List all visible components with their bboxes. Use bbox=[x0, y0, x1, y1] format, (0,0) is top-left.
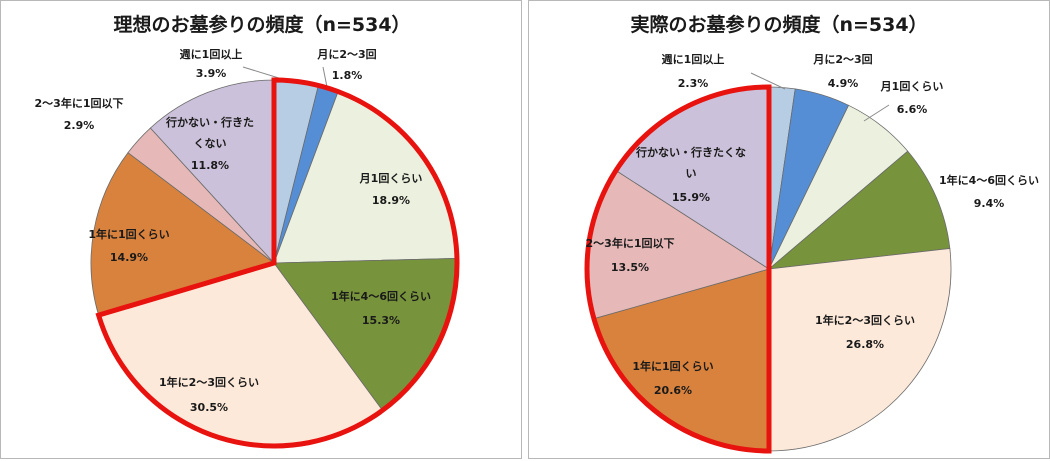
slice-value-label: 2.3% bbox=[678, 77, 709, 90]
leader-lines bbox=[242, 66, 328, 88]
pie-slice bbox=[149, 79, 275, 265]
slice-label: 週に1回以上 bbox=[180, 47, 243, 61]
slice-label: 月に2～3回 bbox=[316, 47, 376, 61]
leader-line bbox=[863, 104, 890, 122]
pie-chart-actual: 実際のお墓参りの頻度（n=534） 週に1回以上 2.3% 月に2～3回 4.9% 月1… bbox=[584, 13, 1039, 454]
slice-value-label: 14.9% bbox=[110, 251, 148, 264]
slice-value-label: 1.8% bbox=[332, 69, 363, 82]
slice-label: 行かない・行きたくない bbox=[165, 115, 254, 150]
slices bbox=[90, 79, 458, 447]
highlight-outline bbox=[95, 77, 460, 449]
pie-chart-ideal: 理想のお墓参りの頻度（n=534） 週に1回以上 3.9% 月に2～3回 1.8% 月1… bbox=[35, 13, 460, 449]
chart-title: 実際のお墓参りの頻度（n=534） bbox=[630, 13, 927, 36]
slice-value-label: 13.5% bbox=[611, 261, 649, 274]
slice-label: 1年に1回くらい bbox=[632, 359, 713, 373]
slice-label: 週に1回以上 bbox=[662, 52, 725, 66]
slice-label: 月1回くらい bbox=[880, 79, 944, 93]
slice-value-label: 2.9% bbox=[64, 119, 95, 132]
slice-label: 1年に4～6回くらい bbox=[939, 173, 1039, 187]
slice-label: 月1回くらい bbox=[359, 171, 423, 185]
pie-slice bbox=[767, 150, 951, 270]
slice-label: 1年に2～3回くらい bbox=[159, 375, 259, 389]
leader-line bbox=[322, 66, 328, 88]
slice-labels: 週に1回以上 3.9% 月に2～3回 1.8% 月1回くらい 18.9% 1年に4～6回くら… bbox=[35, 47, 431, 414]
chart-panel-actual: 実際のお墓参りの頻度（n=534） 週に1回以上 2.3% 月に2～3回 4.9% 月1… bbox=[528, 0, 1050, 459]
leader-lines bbox=[750, 72, 890, 122]
leader-line bbox=[750, 72, 786, 90]
pie-slice bbox=[768, 248, 952, 452]
slice-label: 行かない・行きたくない bbox=[635, 145, 746, 180]
slice-value-label: 9.4% bbox=[974, 197, 1005, 210]
chart-title: 理想のお墓参りの頻度（n=534） bbox=[113, 13, 410, 36]
slice-value-label: 18.9% bbox=[372, 194, 410, 207]
slice-labels: 週に1回以上 2.3% 月に2～3回 4.9% 月1回くらい 6.6% 1年に4～6回くらい… bbox=[586, 52, 1039, 397]
slice-value-label: 26.8% bbox=[846, 338, 884, 351]
slice-value-label: 3.9% bbox=[196, 67, 227, 80]
slices bbox=[586, 86, 952, 452]
chart-panel-ideal: 理想のお墓参りの頻度（n=534） 週に1回以上 3.9% 月に2～3回 1.8% 月1… bbox=[0, 0, 522, 459]
slice-value-label: 4.9% bbox=[828, 77, 859, 90]
slice-label: 1年に2～3回くらい bbox=[815, 313, 915, 327]
slice-value-label: 6.6% bbox=[897, 103, 928, 116]
leader-line bbox=[242, 66, 283, 80]
slice-value-label: 30.5% bbox=[190, 401, 228, 414]
slice-value-label: 11.8% bbox=[191, 159, 229, 172]
slice-value-label: 20.6% bbox=[654, 384, 692, 397]
slice-label: 2～3年に1回以下 bbox=[35, 96, 124, 110]
slice-label: 1年に1回くらい bbox=[88, 227, 169, 241]
slice-value-label: 15.3% bbox=[362, 314, 400, 327]
slice-label: 1年に4～6回くらい bbox=[331, 289, 431, 303]
highlight-outline bbox=[584, 84, 772, 454]
slice-label: 2～3年に1回以下 bbox=[586, 236, 675, 250]
slice-value-label: 15.9% bbox=[672, 191, 710, 204]
slice-label: 月に2～3回 bbox=[812, 52, 872, 66]
